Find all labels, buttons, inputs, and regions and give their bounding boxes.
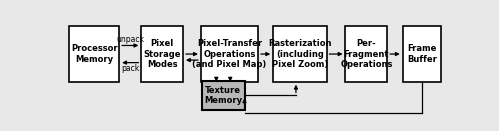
Text: Rasterization
(including
Pixel Zoom): Rasterization (including Pixel Zoom): [268, 39, 331, 69]
Bar: [201, 26, 258, 82]
Text: Texture
Memory: Texture Memory: [204, 86, 243, 105]
Bar: [141, 26, 183, 82]
Text: Per-
Fragment
Operations: Per- Fragment Operations: [340, 39, 393, 69]
Bar: [345, 26, 387, 82]
Bar: [403, 26, 442, 82]
Text: Pixel-Transfer
Operations
(and Pixel Map): Pixel-Transfer Operations (and Pixel Map…: [192, 39, 266, 69]
Bar: [273, 26, 326, 82]
Text: Pixel
Storage
Modes: Pixel Storage Modes: [143, 39, 181, 69]
Bar: [202, 81, 245, 110]
Text: unpack: unpack: [116, 35, 144, 44]
Text: Processor
Memory: Processor Memory: [71, 44, 117, 64]
Text: pack: pack: [121, 64, 139, 73]
Bar: [69, 26, 119, 82]
Text: Frame
Buffer: Frame Buffer: [407, 44, 437, 64]
